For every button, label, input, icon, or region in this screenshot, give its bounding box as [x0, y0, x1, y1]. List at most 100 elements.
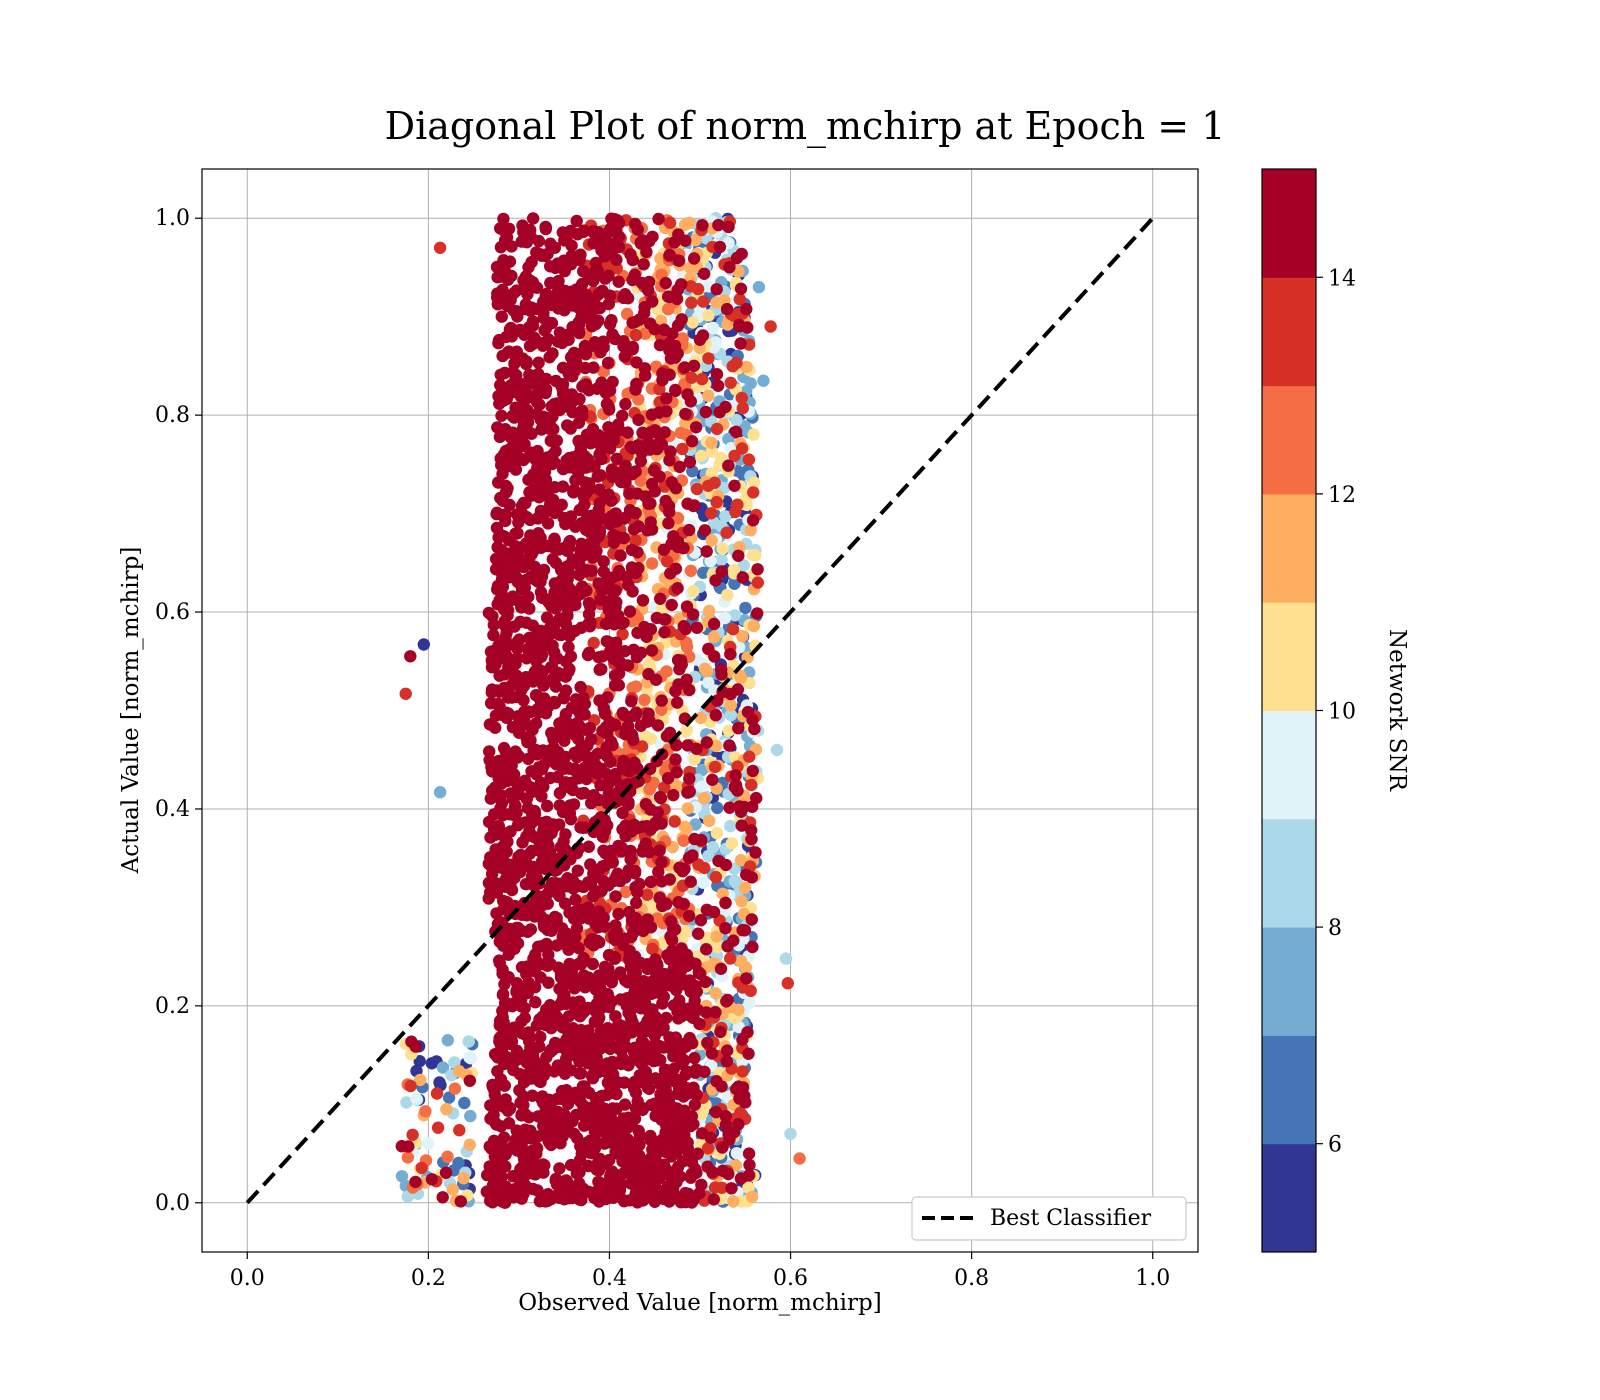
scatter-point [624, 248, 637, 261]
scatter-point [636, 426, 649, 439]
scatter-point [661, 1121, 674, 1134]
scatter-point [528, 1060, 541, 1073]
scatter-point [734, 1172, 748, 1185]
scatter-point [646, 942, 659, 956]
scatter-point [736, 1065, 749, 1078]
scatter-point [491, 697, 505, 710]
scatter-point [630, 650, 644, 664]
scatter-point [533, 1040, 546, 1053]
scatter-point [719, 400, 732, 414]
scatter-point [719, 922, 732, 935]
scatter-point [522, 261, 535, 274]
scatter-point [436, 1061, 450, 1074]
scatter-point [601, 691, 614, 704]
scatter-point [537, 1010, 550, 1024]
scatter-point [697, 566, 710, 579]
scatter-point [671, 540, 684, 554]
colorbar-tick-label: 10 [1328, 700, 1356, 725]
scatter-point [644, 803, 657, 816]
scatter-point [497, 224, 511, 237]
scatter-point [710, 495, 723, 509]
scatter-point [509, 1133, 522, 1147]
scatter-point [727, 563, 741, 577]
scatter-point [735, 819, 748, 832]
scatter-point [526, 675, 540, 688]
scatter-point [498, 297, 512, 311]
scatter-point [535, 648, 548, 661]
scatter-point [654, 592, 667, 605]
scatter-point [638, 693, 651, 707]
scatter-point [419, 1105, 432, 1118]
scatter-point [721, 588, 734, 602]
scatter-point [532, 462, 546, 475]
scatter-point [496, 809, 509, 822]
scatter-point [678, 361, 691, 374]
scatter-point [558, 284, 571, 297]
scatter-point [559, 655, 573, 668]
scatter-point [669, 753, 682, 766]
scatter-point [722, 220, 735, 234]
scatter-point [594, 345, 607, 359]
scatter-point [539, 222, 552, 236]
scatter-point [669, 946, 683, 959]
scatter-point [400, 1096, 413, 1109]
scatter-point [553, 818, 566, 831]
scatter-point [630, 822, 644, 835]
scatter-point [572, 416, 586, 429]
scatter-point [655, 1144, 668, 1157]
scatter-point [695, 763, 709, 777]
scatter-point [542, 976, 555, 989]
scatter-point [499, 269, 513, 282]
scatter-point [513, 633, 526, 646]
scatter-point [555, 1092, 568, 1106]
scatter-point [626, 273, 639, 287]
scatter-point [568, 762, 581, 775]
scatter-point [504, 379, 518, 392]
scatter-point [664, 445, 677, 458]
scatter-point [561, 328, 574, 341]
scatter-point [421, 1137, 435, 1150]
scatter-point [556, 226, 569, 239]
scatter-point [736, 923, 749, 937]
scatter-point [689, 421, 703, 434]
scatter-point [401, 1190, 414, 1203]
scatter-point [709, 574, 722, 587]
scatter-point [589, 299, 602, 312]
scatter-point [530, 281, 544, 294]
scatter-point [495, 409, 508, 422]
scatter-point [523, 730, 536, 743]
scatter-point [743, 750, 756, 763]
scatter-point [644, 623, 658, 636]
scatter-point [610, 870, 623, 883]
scatter-point [490, 260, 504, 274]
y-tick-label: 1.0 [155, 206, 190, 231]
scatter-point [679, 1195, 692, 1209]
scatter-point [590, 1163, 603, 1176]
scatter-point [540, 1119, 553, 1132]
scatter-point [679, 622, 692, 636]
scatter-point [580, 1049, 593, 1063]
scatter-point [694, 967, 707, 981]
scatter-point [489, 644, 502, 657]
scatter-point [748, 722, 761, 736]
scatter-point [682, 851, 696, 864]
scatter-point [532, 1110, 545, 1123]
scatter-point [668, 236, 681, 249]
scatter-point [724, 708, 738, 722]
scatter-point [523, 372, 536, 385]
scatter-point [598, 272, 612, 285]
scatter-point [662, 303, 675, 316]
scatter-point [509, 799, 522, 812]
scatter-point [557, 1110, 570, 1123]
scatter-point [750, 791, 763, 805]
scatter-point [683, 785, 696, 798]
scatter-point [730, 1147, 743, 1160]
scatter-point [530, 408, 544, 421]
scatter-point [680, 673, 693, 686]
scatter-point [724, 376, 737, 389]
scatter-point [740, 498, 753, 512]
scatter-point [629, 1086, 643, 1100]
scatter-point [550, 728, 563, 741]
scatter-point [506, 1170, 520, 1183]
scatter-point [524, 529, 537, 542]
